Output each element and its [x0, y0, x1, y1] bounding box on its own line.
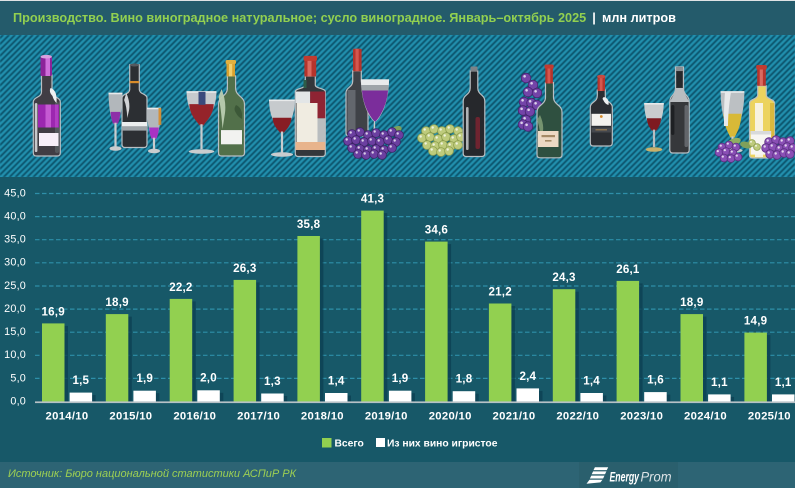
svg-text:2016/10: 2016/10: [173, 411, 216, 423]
svg-text:21,2: 21,2: [489, 286, 512, 299]
svg-text:15,0: 15,0: [4, 326, 26, 338]
svg-text:1,8: 1,8: [456, 373, 473, 386]
svg-text:1,9: 1,9: [392, 372, 409, 385]
svg-text:20,0: 20,0: [4, 303, 26, 315]
svg-text:2,4: 2,4: [519, 370, 536, 383]
svg-text:2015/10: 2015/10: [109, 411, 152, 423]
svg-text:22,2: 22,2: [169, 281, 192, 294]
svg-text:40,0: 40,0: [4, 211, 26, 223]
svg-text:2025/10: 2025/10: [748, 411, 791, 423]
svg-text:41,3: 41,3: [361, 193, 385, 206]
svg-text:18,9: 18,9: [105, 296, 129, 309]
svg-text:0,0: 0,0: [10, 395, 26, 407]
svg-text:24,3: 24,3: [552, 271, 576, 284]
svg-text:26,1: 26,1: [616, 263, 640, 276]
svg-text:1,4: 1,4: [583, 374, 600, 387]
svg-text:Energy: Energy: [610, 468, 640, 484]
svg-text:25,0: 25,0: [4, 280, 26, 292]
svg-text:5,0: 5,0: [10, 372, 26, 384]
svg-text:2020/10: 2020/10: [429, 411, 472, 423]
svg-text:45,0: 45,0: [4, 187, 26, 199]
svg-text:2,0: 2,0: [200, 372, 217, 385]
svg-text:Всего: Всего: [335, 439, 364, 450]
svg-text:18,9: 18,9: [680, 296, 704, 309]
svg-text:16,9: 16,9: [42, 305, 66, 318]
svg-text:2023/10: 2023/10: [620, 411, 663, 423]
svg-text:34,6: 34,6: [425, 224, 449, 237]
svg-text:1,9: 1,9: [136, 372, 153, 385]
svg-text:2014/10: 2014/10: [46, 411, 89, 423]
svg-text:35,8: 35,8: [297, 218, 321, 231]
svg-text:14,9: 14,9: [744, 315, 768, 328]
svg-text:1,3: 1,3: [264, 375, 281, 388]
svg-text:30,0: 30,0: [4, 257, 26, 269]
svg-text:35,0: 35,0: [4, 234, 26, 246]
svg-text:2021/10: 2021/10: [493, 411, 536, 423]
svg-text:2017/10: 2017/10: [237, 411, 280, 423]
svg-text:2024/10: 2024/10: [684, 411, 727, 423]
svg-text:1,6: 1,6: [647, 374, 664, 387]
svg-text:1,1: 1,1: [775, 376, 792, 389]
svg-text:10,0: 10,0: [4, 349, 26, 361]
svg-text:Prom: Prom: [641, 468, 672, 484]
svg-text:1,4: 1,4: [328, 374, 345, 387]
svg-text:1,5: 1,5: [72, 374, 89, 387]
svg-text:2022/10: 2022/10: [556, 411, 599, 423]
svg-text:2018/10: 2018/10: [301, 411, 344, 423]
svg-text:26,3: 26,3: [233, 262, 257, 275]
svg-text:1,1: 1,1: [711, 376, 728, 389]
svg-text:2019/10: 2019/10: [365, 411, 408, 423]
svg-text:Из них вино игристое: Из них вино игристое: [387, 439, 498, 450]
